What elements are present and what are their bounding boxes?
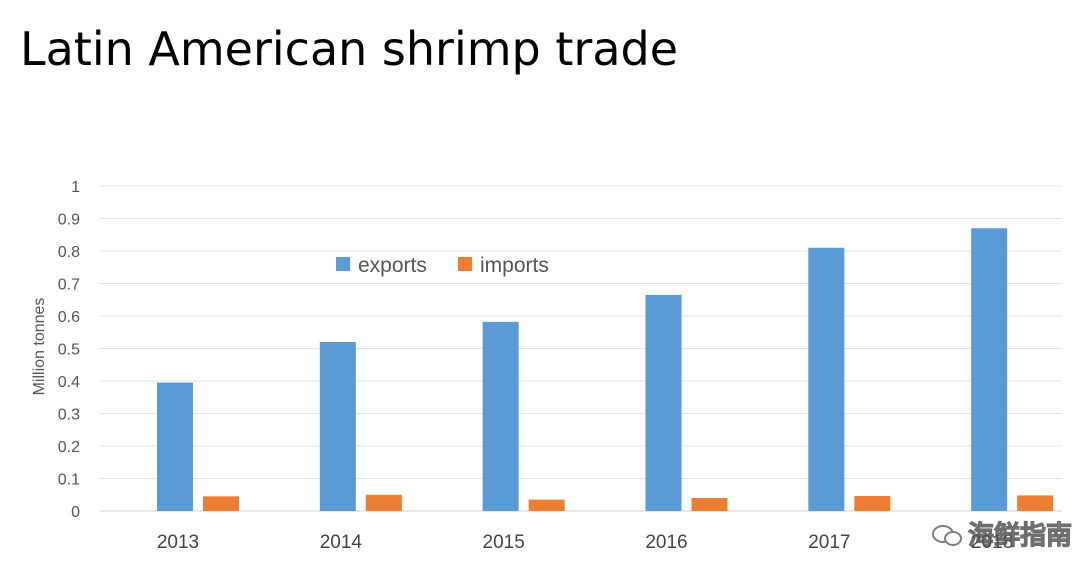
bar-imports-2016 xyxy=(691,498,728,511)
x-tick-label: 2013 xyxy=(157,532,199,553)
bar-imports-2015 xyxy=(528,499,565,511)
slide-title: Latin American shrimp trade xyxy=(20,22,679,76)
bar-exports-2016 xyxy=(645,294,682,511)
watermark: 海鲜指南 xyxy=(931,515,1073,552)
x-tick-label: 2014 xyxy=(320,532,363,553)
y-tick-label: 0.5 xyxy=(58,342,80,359)
y-tick-label: 0.8 xyxy=(58,244,80,261)
bar-exports-2017 xyxy=(808,247,845,511)
legend-label-exports: exports xyxy=(358,254,427,277)
y-tick-label: 0 xyxy=(71,504,80,521)
y-tick-label: 0.6 xyxy=(58,309,80,326)
y-tick-label: 0.1 xyxy=(58,472,80,489)
legend-swatch-imports xyxy=(458,257,472,271)
bar-imports-2013 xyxy=(203,496,239,511)
legend-swatch-exports xyxy=(336,257,350,271)
y-axis-ticks: 0 0.1 0.2 0.3 0.4 0.5 0.6 0.7 0.8 0.9 1 xyxy=(58,179,80,521)
x-tick-label: 2016 xyxy=(645,532,687,553)
x-tick-label: 2018 xyxy=(971,532,1013,553)
bar-exports-2013 xyxy=(157,382,193,511)
legend: exports imports xyxy=(336,254,549,277)
bar-imports-2014 xyxy=(365,494,402,511)
x-tick-label: 2017 xyxy=(808,532,850,553)
legend-label-imports: imports xyxy=(480,254,549,277)
bars xyxy=(157,228,1054,511)
bar-imports-2018 xyxy=(1017,495,1054,511)
y-tick-label: 0.7 xyxy=(58,277,80,294)
y-tick-label: 0.3 xyxy=(58,407,80,424)
x-tick-label: 2015 xyxy=(483,532,525,553)
bar-exports-2014 xyxy=(319,342,356,511)
gridlines xyxy=(100,185,1062,512)
y-axis-title: Million tonnes xyxy=(31,298,48,396)
bar-exports-2015 xyxy=(482,321,519,511)
y-tick-label: 0.4 xyxy=(58,374,80,391)
y-tick-label: 0.2 xyxy=(58,439,80,456)
watermark-text: 海鲜指南 xyxy=(967,521,1072,552)
bar-imports-2017 xyxy=(854,496,891,511)
y-tick-label: 1 xyxy=(71,179,80,196)
y-tick-label: 0.9 xyxy=(58,212,80,229)
chat-bubbles-icon xyxy=(931,523,962,546)
bar-exports-2018 xyxy=(971,228,1008,511)
x-axis-ticks: 2013 2014 2015 2016 2017 2018 xyxy=(157,532,1013,553)
